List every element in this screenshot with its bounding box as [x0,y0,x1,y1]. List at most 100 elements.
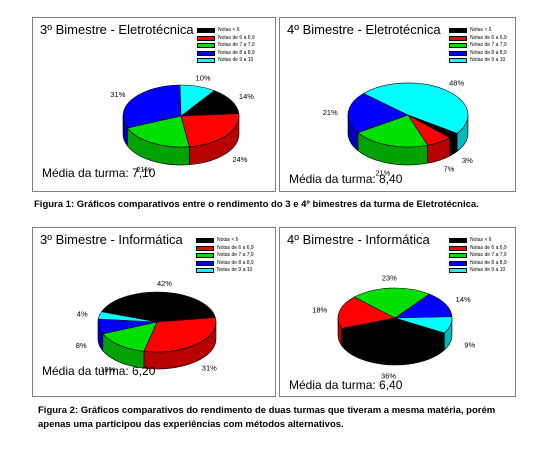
pie-slice [179,84,215,117]
legend-item: Notas de 9 a 10 [449,267,507,275]
legend-label: Notas de 7 a 7,9 [470,252,507,258]
chart-title: 4º Bimestre - Informática [287,232,430,247]
legend-item: Notas < 6 [196,237,254,245]
slice-percent-label: 10% [196,73,211,82]
slice-percent-label: 14% [239,92,254,101]
class-average: Média da turma: 6,40 [289,378,403,392]
legend-swatch [449,28,467,34]
pie-slice [97,311,158,323]
slice-percent-label: 48% [449,78,464,87]
legend-label: Notas de 6 a 6,9 [470,244,507,251]
chart-panel-2: 4º Bimestre - Eletrotécnica Notas < 6 Not… [279,17,516,192]
legend-swatch [449,245,467,251]
figure-caption-1: Figura 1: Gráficos comparativos entre o … [34,199,479,210]
slice-percent-label: 31% [110,90,125,99]
legend-item: Notas de 9 a 10 [196,267,254,275]
slice-percent-label: 9% [464,341,475,350]
pie-slice [337,296,396,329]
legend-item: Notas de 6 a 6,9 [449,245,507,253]
slice-percent-label: 42% [157,279,172,288]
chart-panel-1: 3º Bimestre - Eletrotécnica Notas < 6 Not… [32,17,276,192]
chart-title: 3º Bimestre - Informática [40,232,183,247]
legend-swatch [197,50,215,56]
chart-title: 3º Bimestre - Eletrotécnica [40,22,194,37]
pie-slice [180,113,240,148]
pie-slice [353,287,431,319]
slice-percent-label: 8% [76,341,87,350]
pie-slice [362,82,469,134]
chart-legend: Notas < 6 Notas de 6 a 6,9 Notas de 7 a 7,… [196,237,254,275]
legend-item: Notas de 8 a 8,9 [449,260,507,268]
slice-percent-label: 36% [381,371,396,380]
legend-label: Notas de 8 a 8,9 [470,49,507,56]
class-average: Média da turma: 7,10 [42,166,156,180]
pie-slice [357,114,429,148]
legend-swatch [196,260,214,266]
legend-swatch [196,238,214,244]
legend-item: Notas de 7 a 7,9 [197,42,255,50]
legend-swatch [449,43,467,49]
legend-item: Notas de 7 a 7,9 [196,252,254,260]
legend-swatch [197,58,215,64]
legend-item: Notas de 6 a 6,9 [449,35,507,43]
legend-swatch [197,28,215,34]
legend-swatch [197,35,215,41]
figure-caption-2-line-1: Figura 2: Gráficos comparativos do rendi… [38,405,496,416]
chart-title: 4º Bimestre - Eletrotécnica [287,22,441,37]
slice-percent-label: 24% [232,155,247,164]
slice-percent-label: 23% [382,274,397,283]
chart-legend: Notas < 6 Notas de 6 a 6,9 Notas de 7 a 7,… [197,27,255,65]
legend-item: Notas de 7 a 7,9 [449,42,507,50]
slice-percent-label: 4% [77,309,88,318]
legend-label: Notas de 8 a 8,9 [470,259,507,266]
legend-label: Notas < 6 [470,237,492,243]
legend-item: Notas de 8 a 8,9 [449,50,507,58]
legend-swatch [449,238,467,244]
legend-label: Notas de 7 a 7,9 [217,252,254,258]
slice-percent-label: 21% [375,168,390,177]
legend-swatch [196,268,214,274]
legend-swatch [449,58,467,64]
pie-slice [143,317,217,353]
slice-percent-label: 18% [312,306,327,315]
slice-percent-label: 21% [136,165,151,174]
slice-percent-label: 31% [202,364,217,373]
pie-chart: 14% 24% 21% 31% 10% [110,73,254,174]
legend-label: Notas < 6 [217,237,239,243]
legend-item: Notas de 8 a 8,9 [196,260,254,268]
legend-item: Notas de 9 a 10 [197,57,255,65]
legend-label: Notas de 7 a 7,9 [218,42,255,48]
slice-percent-label: 15% [100,365,115,374]
slice-percent-label: 14% [456,295,471,304]
chart-panel-3: 3º Bimestre - Informática Notas < 6 Notas… [32,227,276,397]
legend-item: Notas de 6 a 6,9 [197,35,255,43]
chart-legend: Notas < 6 Notas de 6 a 6,9 Notas de 7 a 7,… [449,27,507,65]
legend-item: Notas de 7 a 7,9 [449,252,507,260]
pie-slice [126,115,190,148]
legend-item: Notas < 6 [197,27,255,35]
slice-percent-label: 3% [462,156,473,165]
legend-swatch [196,245,214,251]
legend-swatch [196,253,214,259]
legend-label: Notas < 6 [470,27,492,33]
legend-label: Notas de 6 a 6,9 [470,34,507,41]
pie-slice [394,316,453,334]
legend-item: Notas < 6 [449,27,507,35]
legend-item: Notas de 8 a 8,9 [197,50,255,58]
slice-percent-label: 7% [443,164,454,173]
pie-chart: 3% 7% 21% 21% 48% [323,78,473,177]
chart-legend: Notas < 6 Notas de 6 a 6,9 Notas de 7 a 7,… [449,237,507,275]
legend-label: Notas de 9 a 10 [470,267,506,273]
pie-slice [122,84,182,129]
legend-swatch [449,253,467,259]
pie-chart: 42% 31% 15% 8% 4% [76,279,217,374]
legend-label: Notas de 9 a 10 [470,57,506,63]
pie-slice [102,321,158,352]
pie-chart: 36% 18% 23% 14% 9% [312,274,475,381]
legend-item: Notas de 6 a 6,9 [196,245,254,253]
legend-label: Notas de 8 a 8,9 [217,259,254,266]
legend-swatch [449,268,467,274]
legend-label: Notas de 9 a 10 [217,267,253,273]
legend-label: Notas de 6 a 6,9 [218,34,255,41]
class-average: Média da turma: 6,20 [42,364,156,378]
